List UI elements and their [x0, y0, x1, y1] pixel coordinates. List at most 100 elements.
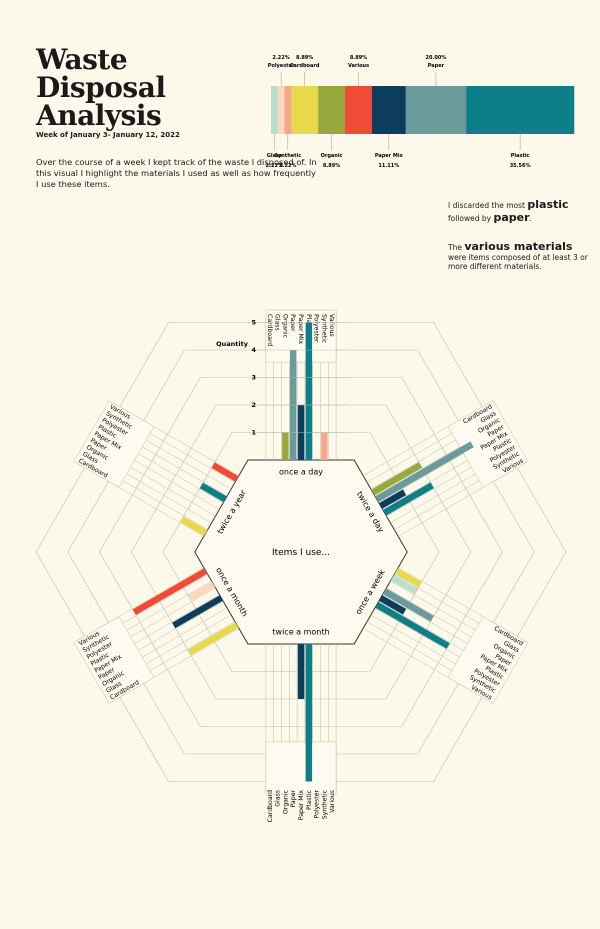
bottom-label-pct: 2.22% — [266, 163, 283, 169]
title-line-3: Analysis — [36, 99, 162, 132]
bar-once-a-week-paper-mix — [379, 595, 407, 615]
bar-twice-a-day-plastic — [382, 482, 434, 516]
bar-once-a-month-paper-mix — [172, 595, 223, 629]
note2-big: various materials — [464, 240, 573, 253]
top-label-pct: 8.89% — [296, 55, 313, 61]
arm-material-label: Various — [328, 314, 335, 337]
bottom-label-name: Glass — [267, 153, 282, 159]
stacked-segment-paper-mix — [371, 86, 406, 134]
stacked-segment-polyester — [277, 86, 285, 134]
arm-label-box — [73, 616, 155, 704]
arm-material-label: Synthetic — [320, 314, 327, 344]
subtitle: Week of January 3- January 12, 2022 — [36, 131, 180, 139]
note1-big2: paper — [493, 211, 530, 224]
top-label-pct: 20.00% — [426, 55, 447, 61]
bar-once-a-month-polyester — [188, 581, 216, 602]
bar-twice-a-year-various — [211, 462, 239, 482]
stacked-segment-plastic — [466, 86, 575, 134]
arm-material-label: Various — [329, 790, 336, 813]
arm-material-label: Organic — [281, 314, 288, 339]
bar-twice-a-day-paper — [375, 441, 474, 503]
note1-mid: followed by — [448, 214, 492, 223]
quantity-tick-label: 5 — [251, 319, 256, 327]
arm-material-label: Glass — [275, 790, 282, 807]
bar-once-a-month-cardboard — [187, 622, 239, 656]
bar-once-a-day-organic — [282, 432, 289, 460]
quantity-axis: Quantity 1 2 3 4 5 — [216, 319, 346, 437]
quantity-tick-label: 4 — [251, 346, 256, 354]
arm-material-label: Plastic — [306, 789, 313, 810]
bottom-label-pct: 8.89% — [323, 163, 340, 169]
bottom-label-name: Organic — [321, 153, 343, 159]
top-label-name: Polyester — [268, 63, 295, 69]
bar-twice-a-day-paper-mix — [379, 489, 407, 509]
bottom-label-name: Paper Mix — [375, 153, 404, 159]
frequency-label: once a day — [279, 468, 323, 477]
note2-post: were items composed of at least 3 or mor… — [448, 252, 588, 272]
stacked-segment-various — [345, 86, 373, 134]
title-line-2: Disposal — [36, 71, 166, 104]
top-label-name: Paper — [428, 63, 445, 69]
note-various: The various materials were items compose… — [448, 240, 588, 272]
top-label-pct: 8.89% — [350, 55, 367, 61]
bottom-label-pct: 2.22% — [279, 163, 296, 169]
bottom-label-name: Synthetic — [274, 153, 301, 159]
arm-label-box — [447, 616, 529, 704]
stacked-segment-paper — [405, 86, 467, 134]
hexagon-ring-3 — [99, 377, 503, 727]
arm-material-label: Paper Mix — [297, 314, 304, 345]
arm-material-label: Paper Mix — [298, 790, 305, 821]
quantity-tick-label: 2 — [251, 401, 256, 409]
arm-material-label: Synthetic — [321, 789, 328, 819]
hexagon-ring-4 — [67, 349, 535, 755]
arm-material-label: Polyester — [313, 314, 320, 343]
page-title: Waste Disposal Analysis — [36, 43, 166, 132]
bar-once-a-week-glass — [390, 574, 418, 595]
bottom-label-pct: 35.56% — [510, 163, 531, 169]
bottom-label-name: Plastic — [511, 153, 530, 159]
arm-label-box — [73, 400, 155, 488]
top-label-name: Various — [348, 63, 369, 69]
bar-once-a-week-cardboard — [394, 568, 422, 588]
bar-twice-a-year-plastic — [199, 482, 227, 503]
arm-material-label: Cardboard — [267, 790, 274, 822]
note1-post: . — [529, 214, 532, 223]
arm-material-label: Paper — [290, 790, 297, 808]
hexagon-ring-1 — [162, 432, 440, 672]
quantity-tick-label: 3 — [251, 374, 256, 382]
hexagon-ring-5 — [35, 322, 567, 782]
arm-label-box — [265, 741, 337, 795]
stacked-segment-glass — [271, 86, 279, 134]
hexagon-ring-0 — [194, 459, 408, 645]
center-label: Items I use... — [272, 548, 330, 558]
arm-material-label: Polyester — [314, 790, 321, 819]
bar-twice-a-month-plastic — [305, 644, 313, 782]
arm-material-label: Cardboard — [266, 314, 273, 346]
intro-text: Over the course of a week I kept track o… — [36, 157, 317, 189]
note1-pre: I discarded the most — [448, 201, 525, 210]
arm-material-label: Organic — [282, 789, 289, 814]
stacked-segment-organic — [318, 86, 346, 134]
stacked-segment-synthetic — [284, 86, 292, 134]
title-line-1: Waste — [36, 43, 128, 76]
bar-once-a-week-plastic — [375, 601, 450, 649]
note2-pre: The — [448, 243, 462, 252]
frequency-label: twice a month — [272, 628, 329, 637]
bar-twice-a-month-paper-mix — [297, 644, 305, 699]
bar-once-a-month-various — [132, 568, 208, 615]
arm-label-box — [265, 309, 337, 363]
arm-label-box — [447, 400, 529, 488]
quantity-tick-label: 1 — [251, 429, 256, 437]
stacked-segment-cardboard — [291, 86, 319, 134]
hexagon-ring-2 — [130, 404, 472, 700]
bar-once-a-week-paper — [382, 588, 434, 622]
bar-once-a-day-synthetic — [321, 432, 328, 460]
bottom-label-pct: 11.11% — [378, 163, 399, 169]
bar-once-a-day-plastic — [305, 322, 313, 460]
